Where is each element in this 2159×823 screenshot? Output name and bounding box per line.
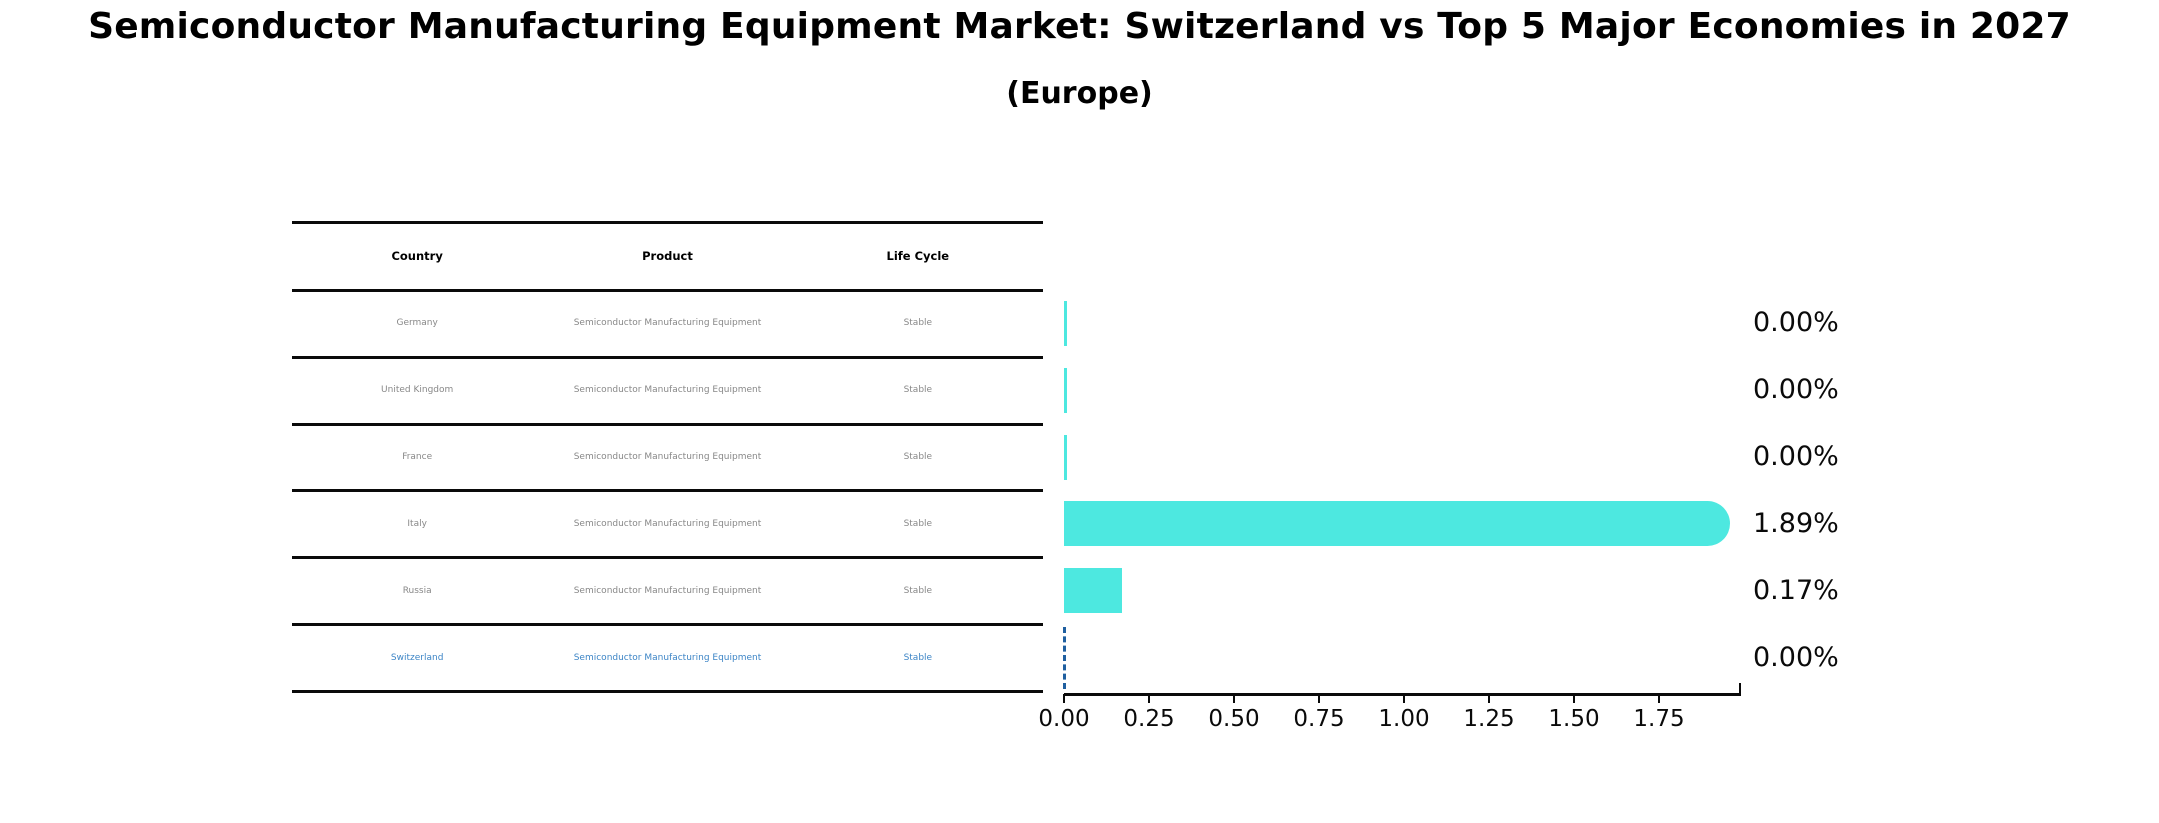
x-axis-tick-label: 1.75 xyxy=(1633,706,1685,732)
x-axis-tick xyxy=(1233,694,1235,703)
value-label-germany: 0.00% xyxy=(1753,307,1839,339)
table-header-product: Product xyxy=(642,249,693,263)
country-table: Country Product Life Cycle Germany Semico… xyxy=(292,221,1043,693)
chart-subtitle: (Europe) xyxy=(1006,76,1153,111)
cell-product: Semiconductor Manufacturing Equipment xyxy=(573,585,762,596)
x-axis-tick-label: 0.25 xyxy=(1123,706,1175,732)
value-label-united-kingdom: 0.00% xyxy=(1753,374,1839,406)
x-axis-line xyxy=(1064,693,1741,696)
table-divider-line xyxy=(292,623,1043,626)
table-row-russia: Russia Semiconductor Manufacturing Equipm… xyxy=(292,557,1043,624)
value-label-italy: 1.89% xyxy=(1753,507,1839,539)
table-divider-line xyxy=(292,356,1043,359)
x-axis-tick xyxy=(1573,694,1575,703)
table-header-row: Country Product Life Cycle xyxy=(292,222,1043,290)
table-divider-line xyxy=(292,489,1043,492)
table-header-country: Country xyxy=(391,249,443,263)
chart-title: Semiconductor Manufacturing Equipment Ma… xyxy=(88,6,2071,47)
x-axis-tick xyxy=(1658,694,1660,703)
x-axis-tick xyxy=(1488,694,1490,703)
cell-country: United Kingdom xyxy=(381,385,454,396)
value-label-russia: 0.17% xyxy=(1753,574,1839,606)
table-header-lifecycle: Life Cycle xyxy=(886,249,950,263)
bar-italy xyxy=(1064,501,1730,547)
x-axis-tick xyxy=(1403,694,1405,703)
x-axis-end-stub xyxy=(1739,683,1741,693)
cell-product: Semiconductor Manufacturing Equipment xyxy=(573,518,762,529)
table-row-italy: Italy Semiconductor Manufacturing Equipme… xyxy=(292,490,1043,557)
value-label-switzerland: 0.00% xyxy=(1753,641,1839,673)
x-axis-tick-label: 0.50 xyxy=(1208,706,1260,732)
cell-country: France xyxy=(402,452,433,463)
x-axis-tick-label: 1.50 xyxy=(1548,706,1600,732)
cell-lifecycle: Stable xyxy=(903,518,933,529)
cell-lifecycle: Stable xyxy=(903,452,933,463)
cell-lifecycle: Stable xyxy=(903,318,933,329)
x-axis-tick xyxy=(1318,694,1320,703)
cell-product: Semiconductor Manufacturing Equipment xyxy=(573,318,762,329)
highlight-zero-marker-switzerland xyxy=(1063,626,1066,689)
bar-germany xyxy=(1064,300,1067,346)
cell-lifecycle: Stable xyxy=(903,585,933,596)
cell-product: Semiconductor Manufacturing Equipment xyxy=(573,652,762,663)
x-axis-tick-label: 0.75 xyxy=(1293,706,1345,732)
table-divider-line xyxy=(292,556,1043,559)
table-divider-line xyxy=(292,221,1043,224)
x-axis-tick-label: 1.25 xyxy=(1463,706,1515,732)
cell-country: Italy xyxy=(407,518,427,529)
cell-lifecycle: Stable xyxy=(903,652,933,663)
bar-russia xyxy=(1064,568,1122,614)
cell-country: Switzerland xyxy=(390,652,444,663)
x-axis-tick xyxy=(1148,694,1150,703)
cell-product: Semiconductor Manufacturing Equipment xyxy=(573,452,762,463)
cell-country: Germany xyxy=(396,318,438,329)
x-axis-tick xyxy=(1063,694,1065,703)
table-divider-line xyxy=(292,423,1043,426)
bar-united-kingdom xyxy=(1064,367,1067,413)
cell-lifecycle: Stable xyxy=(903,385,933,396)
cell-product: Semiconductor Manufacturing Equipment xyxy=(573,385,762,396)
bar-france xyxy=(1064,434,1067,480)
table-row-switzerland: Switzerland Semiconductor Manufacturing E… xyxy=(292,624,1043,691)
x-axis-tick-label: 1.00 xyxy=(1378,706,1430,732)
x-axis-tick-label: 0.00 xyxy=(1038,706,1090,732)
table-row-united-kingdom: United Kingdom Semiconductor Manufacturin… xyxy=(292,357,1043,424)
cell-country: Russia xyxy=(402,585,432,596)
table-divider-line xyxy=(292,289,1043,292)
value-label-france: 0.00% xyxy=(1753,441,1839,473)
table-row-france: France Semiconductor Manufacturing Equipm… xyxy=(292,424,1043,491)
table-divider-line xyxy=(292,690,1043,693)
table-row-germany: Germany Semiconductor Manufacturing Equip… xyxy=(292,290,1043,357)
